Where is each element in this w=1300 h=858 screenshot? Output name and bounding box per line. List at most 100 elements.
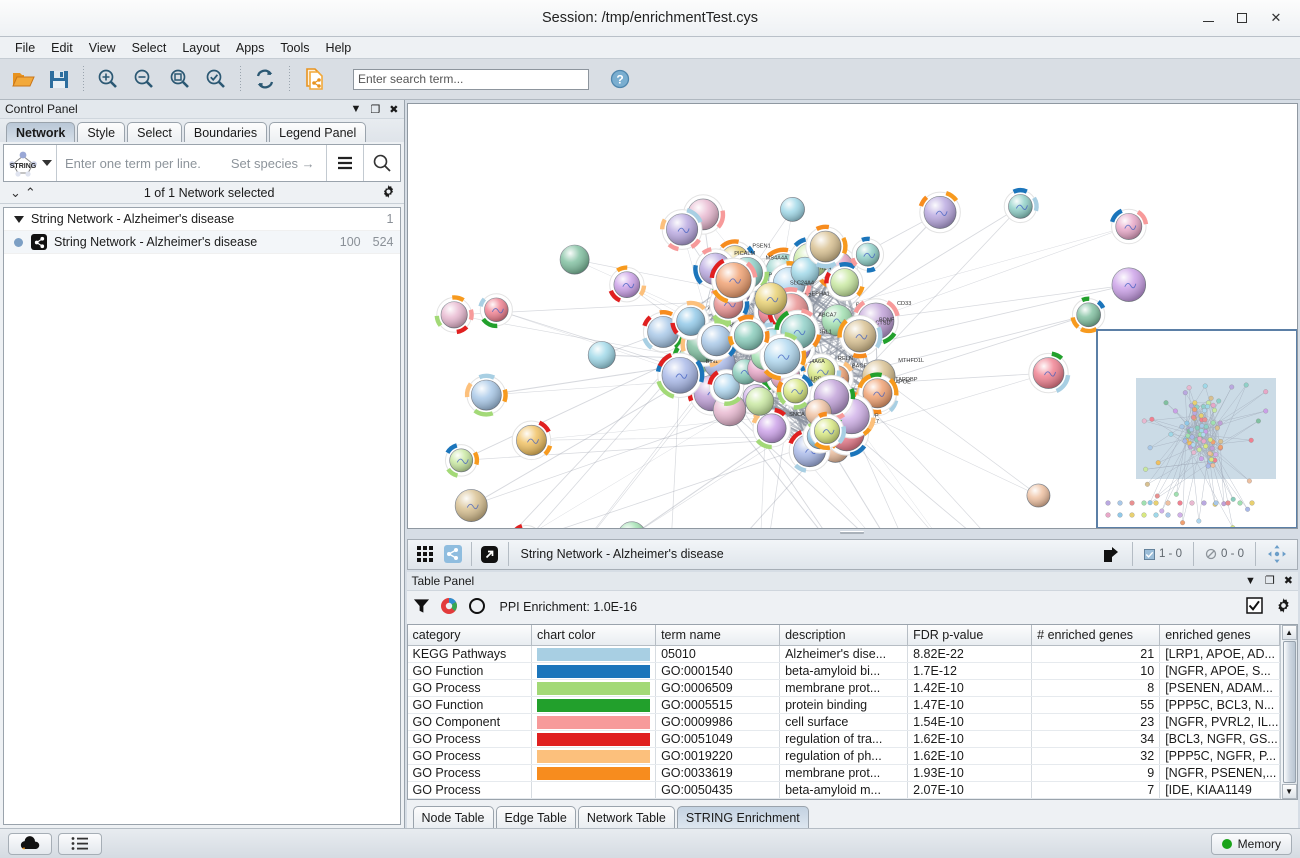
column-header-term-name[interactable]: term name <box>656 625 780 646</box>
window-controls: ✕ <box>1200 10 1300 26</box>
save-icon[interactable] <box>42 63 76 95</box>
close-button[interactable]: ✕ <box>1268 10 1284 26</box>
column-header-fdr-pvalue[interactable]: FDR p-value <box>908 625 1032 646</box>
tab-network[interactable]: Network <box>6 122 75 142</box>
menu-select[interactable]: Select <box>125 39 174 57</box>
tab-node-table[interactable]: Node Table <box>413 806 494 828</box>
table-panel-close-icon[interactable]: ✖ <box>1284 574 1293 587</box>
grid-layout-icon[interactable] <box>411 541 439 567</box>
tab-style[interactable]: Style <box>77 122 125 142</box>
column-header-enriched-genes[interactable]: enriched genes <box>1160 625 1280 646</box>
gear-icon[interactable] <box>1275 597 1292 617</box>
search-input[interactable]: Enter search term... <box>353 69 589 90</box>
tab-network-table[interactable]: Network Table <box>578 806 675 828</box>
menu-view[interactable]: View <box>82 39 123 57</box>
svg-text:PICALM: PICALM <box>734 251 755 257</box>
selected-nodes-count[interactable]: 1 - 0 <box>1140 548 1186 560</box>
scroll-thumb[interactable] <box>1283 641 1296 784</box>
column-header-description[interactable]: description <box>780 625 908 646</box>
menu-apps[interactable]: Apps <box>229 39 272 57</box>
network-canvas[interactable]: MT-ND2MT-ND1VSNL1GAB2RTN3NCSTNAPOECLUCR1… <box>407 103 1299 529</box>
menu-help[interactable]: Help <box>319 39 359 57</box>
color-swatch <box>537 648 650 661</box>
string-term-input[interactable]: Enter one term per line. Set species → <box>57 156 326 171</box>
zoom-in-icon[interactable] <box>91 63 125 95</box>
checkbox-icon[interactable] <box>1246 597 1263 617</box>
column-header-chart-color[interactable]: chart color <box>532 625 656 646</box>
ring-icon[interactable] <box>468 597 486 618</box>
export-network-icon[interactable] <box>297 63 331 95</box>
column-header-category[interactable]: category <box>408 625 532 646</box>
menu-layout[interactable]: Layout <box>175 39 227 57</box>
tab-select[interactable]: Select <box>127 122 182 142</box>
export-image-icon[interactable] <box>1097 541 1125 567</box>
donut-chart-icon[interactable] <box>440 597 458 618</box>
fit-to-window-icon[interactable] <box>163 63 197 95</box>
cell-description: protein binding <box>780 697 908 714</box>
fit-content-icon[interactable] <box>1263 541 1291 567</box>
table-panel-float-icon[interactable]: ❐ <box>1265 574 1275 587</box>
zoom-out-icon[interactable] <box>127 63 161 95</box>
funnel-icon[interactable] <box>413 597 430 618</box>
control-panel-close-icon[interactable]: ✖ <box>389 103 398 116</box>
share-network-view-icon[interactable] <box>439 541 467 567</box>
string-species-caret-icon[interactable] <box>42 160 52 166</box>
hamburger-icon[interactable] <box>327 145 363 181</box>
color-swatch <box>537 699 650 712</box>
tree-root-row[interactable]: String Network - Alzheimer's disease 1 <box>4 208 400 231</box>
control-panel-dropdown-icon[interactable]: ▼ <box>351 103 362 115</box>
table-panel-dropdown-icon[interactable]: ▼ <box>1245 575 1256 587</box>
menu-file[interactable]: File <box>8 39 42 57</box>
memory-status-dot-icon <box>1222 839 1232 849</box>
vertical-split-grip[interactable] <box>405 529 1300 538</box>
network-settings-gear-icon[interactable] <box>381 184 396 202</box>
magnifier-icon[interactable] <box>364 145 400 181</box>
column-header-enriched-count[interactable]: # enriched genes <box>1032 625 1160 646</box>
network-overview-minimap[interactable] <box>1096 329 1298 529</box>
control-panel-tabs: Network Style Select Boundaries Legend P… <box>0 119 404 142</box>
scroll-up-arrow-icon[interactable]: ▲ <box>1282 625 1297 640</box>
cloud-icon[interactable] <box>8 833 52 855</box>
svg-text:?: ? <box>616 73 623 87</box>
detach-view-icon[interactable] <box>476 541 504 567</box>
open-folder-icon[interactable] <box>6 63 40 95</box>
svg-text:RELN: RELN <box>837 356 852 362</box>
tree-root-label: String Network - Alzheimer's disease <box>31 212 234 226</box>
memory-status-button[interactable]: Memory <box>1211 833 1292 855</box>
menu-tools[interactable]: Tools <box>273 39 316 57</box>
expand-all-icon[interactable]: ⌃ <box>23 185 38 201</box>
tab-string-enrichment[interactable]: STRING Enrichment <box>677 806 809 828</box>
list-icon[interactable] <box>58 833 102 855</box>
table-panel-toolbar: PPI Enrichment: 1.0E-16 <box>407 591 1299 624</box>
expand-triangle-icon[interactable] <box>14 216 24 223</box>
cell-category: GO Process <box>408 748 532 765</box>
table-vertical-scrollbar[interactable]: ▲ ▼ <box>1280 625 1297 800</box>
minimize-button[interactable] <box>1200 10 1216 26</box>
scroll-down-arrow-icon[interactable]: ▼ <box>1282 784 1297 799</box>
set-species-link[interactable]: Set species → <box>231 156 315 171</box>
network-area: MT-ND2MT-ND1VSNL1GAB2RTN3NCSTNAPOECLUCR1… <box>405 100 1300 828</box>
tab-boundaries[interactable]: Boundaries <box>184 122 267 142</box>
main-toolbar: Enter search term... ? <box>0 59 1300 100</box>
string-logo-icon[interactable]: STRING <box>4 145 42 181</box>
tree-child-row[interactable]: String Network - Alzheimer's disease 100… <box>4 231 400 254</box>
maximize-button[interactable] <box>1234 10 1250 26</box>
hidden-nodes-count[interactable]: 0 - 0 <box>1201 548 1248 560</box>
collapse-all-icon[interactable]: ⌄ <box>8 185 23 201</box>
tab-legend-panel[interactable]: Legend Panel <box>269 122 366 142</box>
refresh-icon[interactable] <box>248 63 282 95</box>
control-panel-float-icon[interactable]: ❐ <box>370 103 380 116</box>
tab-edge-table[interactable]: Edge Table <box>496 806 576 828</box>
zoom-selected-icon[interactable] <box>199 63 233 95</box>
help-icon[interactable]: ? <box>603 63 637 95</box>
menu-edit[interactable]: Edit <box>44 39 80 57</box>
